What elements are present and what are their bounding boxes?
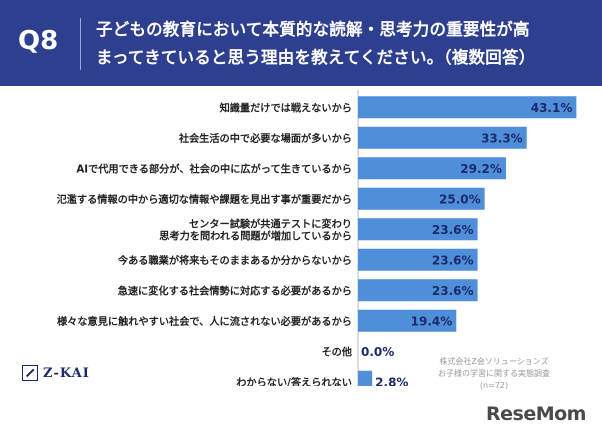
value-label: 23.6% <box>432 223 474 237</box>
bar-row: 今ある職業が将来もそのままあるか分からないから 23.6% <box>117 248 478 271</box>
category-label: 氾濫する情報の中から適切な情報や課題を見出す事が重要だから <box>57 193 352 206</box>
value-label: 19.4% <box>411 314 453 328</box>
bar-row: 氾濫する情報の中から適切な情報や課題を見出す事が重要だから 25.0% <box>57 187 485 210</box>
category-label: その他 <box>321 345 352 358</box>
category-label: 様々な意見に触れやすい社会で、人に流されない必要があるから <box>57 315 352 328</box>
bar-row: 知識量だけでは戦えないから 43.1% <box>220 96 577 119</box>
source-line-2: お子様の学習に関する実態調査 <box>438 369 550 378</box>
category-label: 知識量だけでは戦えないから <box>220 101 352 114</box>
bar <box>358 218 478 241</box>
value-label: 29.2% <box>460 162 502 176</box>
resemom-watermark: ReseMom <box>486 403 586 425</box>
zkai-logo-icon <box>22 365 38 381</box>
chart-panel: 知識量だけでは戦えないから 43.1% 社会生活の中で必要な場面が多いから 33.3%… <box>12 86 590 426</box>
question-text: 子どもの教育において本質的な読解・思考力の重要性が高 まってきていると思う理由を… <box>96 16 586 72</box>
bar-row: 急速に変化する社会情勢に対応する必要があるから 23.6% <box>118 279 478 302</box>
category-label: AIで代用できる部分が、社会の中に広がって生きているから <box>76 162 352 175</box>
category-label: 急速に変化する社会情勢に対応する必要があるから <box>118 284 352 297</box>
category-label: センター試験が共通テストに変わり思考力を問われる問題が増加しているから <box>159 217 352 242</box>
category-label: わからない/答えられない <box>236 376 352 386</box>
bar <box>358 279 478 302</box>
value-label: 33.3% <box>481 131 523 145</box>
value-label: 2.8% <box>375 375 408 386</box>
bar-row: 様々な意見に触れやすい社会で、人に流されない必要があるから 19.4% <box>57 309 457 332</box>
bar <box>358 248 478 271</box>
bar-row: センター試験が共通テストに変わり思考力を問われる問題が増加しているから 23.6% <box>159 217 478 242</box>
source-line-1: 株式会社Z会ソリューションズ <box>439 357 549 366</box>
bar <box>358 126 527 149</box>
question-line-1: 子どもの教育において本質的な読解・思考力の重要性が高 <box>96 20 530 39</box>
source-line-3: (n=72) <box>479 381 509 390</box>
bar-row: わからない/答えられない 2.8% <box>236 370 408 386</box>
value-label: 43.1% <box>531 101 573 115</box>
value-label: 23.6% <box>432 253 474 267</box>
value-label: 25.0% <box>439 192 481 206</box>
bar-chart: 知識量だけでは戦えないから 43.1% 社会生活の中で必要な場面が多いから 33.3%… <box>57 90 577 386</box>
bar <box>358 157 506 180</box>
bar <box>358 370 373 386</box>
value-label: 0.0% <box>361 345 394 359</box>
bar <box>358 96 577 119</box>
bar <box>358 187 485 210</box>
category-label: 今ある職業が将来もそのままあるか分からないから <box>117 254 352 267</box>
zkai-logo: Z-KAI <box>22 365 90 381</box>
category-label: 社会生活の中で必要な場面が多いから <box>178 132 352 145</box>
bar-row: AIで代用できる部分が、社会の中に広がって生きているから 29.2% <box>76 157 506 180</box>
question-number: Q8 <box>18 26 59 56</box>
bar-row: 社会生活の中で必要な場面が多いから 33.3% <box>178 126 527 149</box>
source-note: 株式会社Z会ソリューションズ お子様の学習に関する実態調査 (n=72) <box>408 356 580 392</box>
bar-row: その他 0.0% <box>321 345 394 359</box>
question-line-2: まってきていると思う理由を教えてください。（複数回答） <box>96 48 536 67</box>
logo-text: Z-KAI <box>43 365 90 381</box>
value-label: 23.6% <box>432 284 474 298</box>
bar <box>358 309 457 332</box>
header-divider <box>80 18 81 70</box>
question-header: Q8 子どもの教育において本質的な読解・思考力の重要性が高 まってきていると思う… <box>0 0 602 86</box>
